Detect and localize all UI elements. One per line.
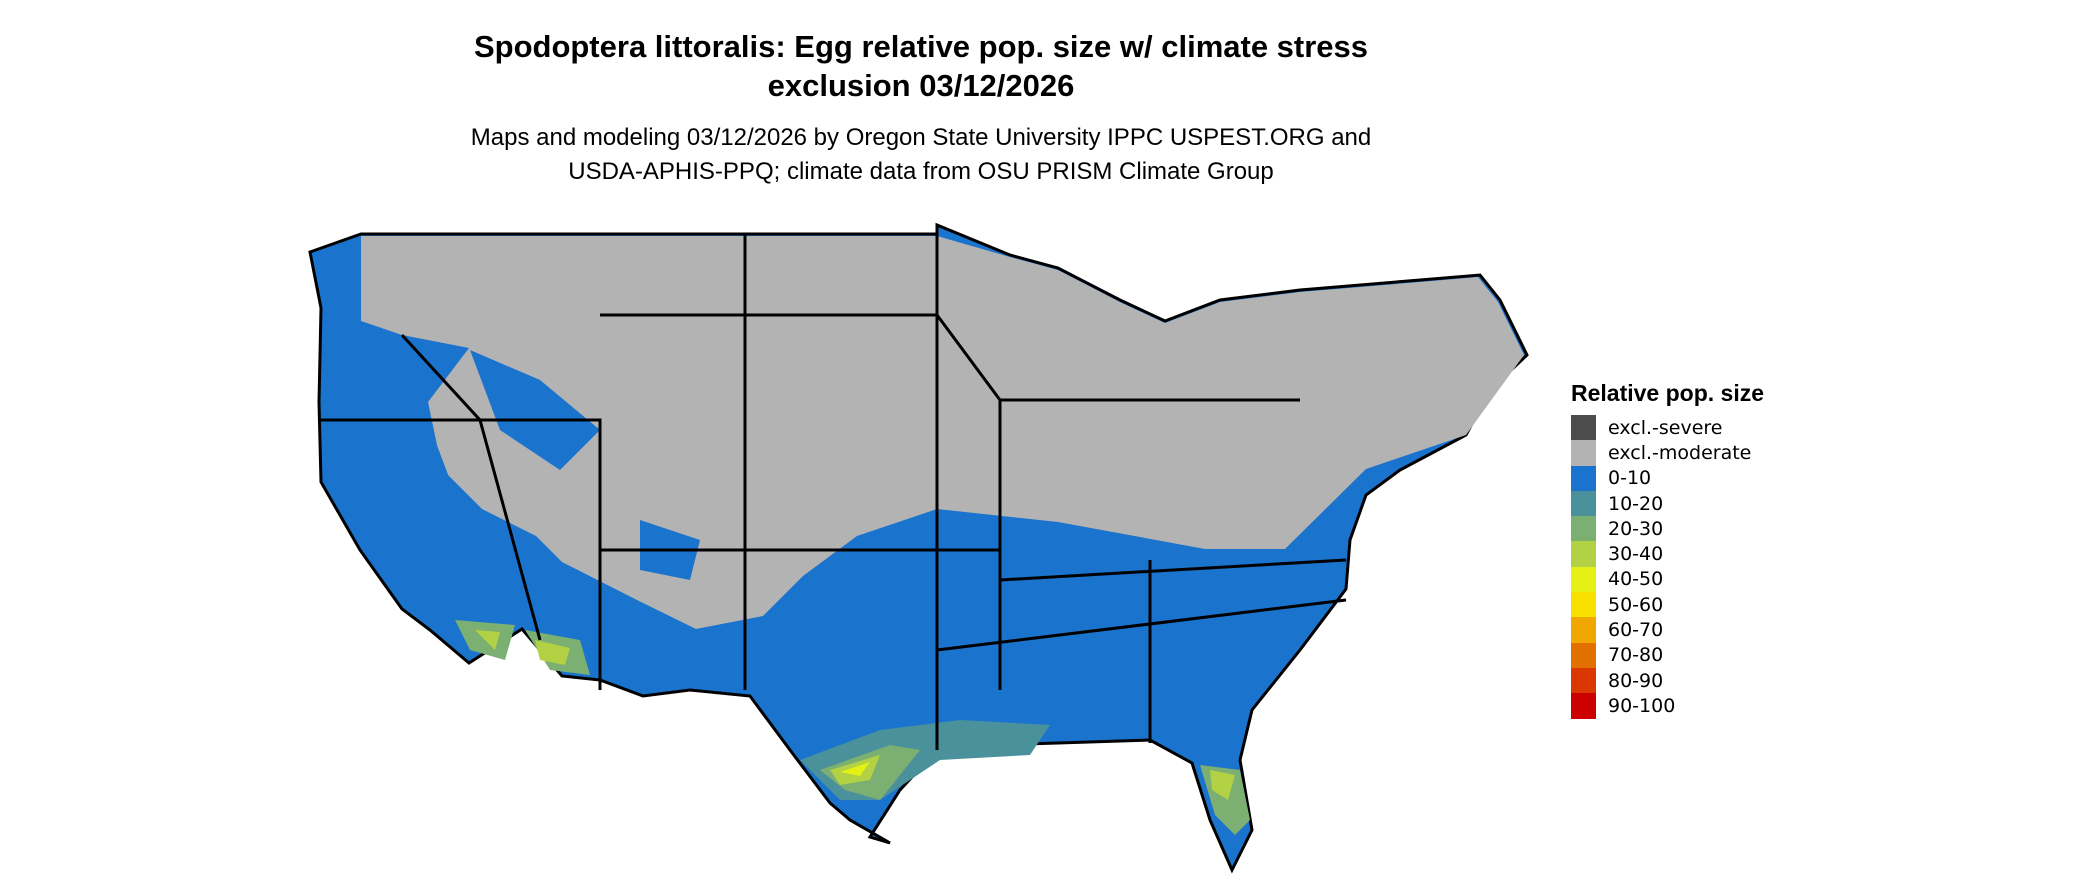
legend-swatch <box>1571 566 1596 593</box>
legend-item: 90-100 <box>1571 693 1764 719</box>
legend-item: 50-60 <box>1571 592 1764 618</box>
legend-swatch <box>1571 617 1596 643</box>
map-title-line2: exclusion 03/12/2026 <box>767 68 1075 103</box>
legend-item: 70-80 <box>1571 642 1764 668</box>
legend-label: 70-80 <box>1608 644 1664 667</box>
legend-swatch <box>1571 693 1596 719</box>
legend-swatch <box>1571 516 1596 542</box>
legend-label: 50-60 <box>1608 593 1664 616</box>
legend-item: 40-50 <box>1571 566 1764 593</box>
legend-swatch <box>1571 465 1596 491</box>
legend-swatch <box>1571 667 1596 694</box>
legend: Relative pop. size excl.-severe excl.-mod… <box>1571 380 1764 719</box>
patch-40-50-texas <box>840 762 870 776</box>
legend-title: Relative pop. size <box>1571 380 1765 406</box>
legend-label: 10-20 <box>1608 492 1664 515</box>
legend-item: 80-90 <box>1571 667 1764 694</box>
map-subtitle-line2: USDA-APHIS-PPQ; climate data from OSU PR… <box>568 158 1274 185</box>
legend-label: 60-70 <box>1608 619 1664 642</box>
patch-0-10-west <box>400 350 700 580</box>
map-subtitle-line1: Maps and modeling 03/12/2026 by Oregon S… <box>470 124 1372 151</box>
legend-label: 90-100 <box>1608 694 1676 717</box>
legend-label: excl.-moderate <box>1608 441 1752 464</box>
legend-item: excl.-severe <box>1571 415 1764 441</box>
patch-30-40-florida <box>1210 770 1235 800</box>
legend-items: excl.-severe excl.-moderate 0-10 10-20 20-30… <box>1571 415 1764 719</box>
legend-item: 60-70 <box>1571 617 1764 643</box>
legend-label: excl.-severe <box>1608 416 1723 439</box>
legend-swatch <box>1571 490 1596 517</box>
map-title-line1: Spodoptera littoralis: Egg relative pop.… <box>473 29 1369 64</box>
state-borders <box>321 234 1347 750</box>
legend-item: 10-20 <box>1571 490 1764 517</box>
legend-label: 30-40 <box>1608 543 1664 566</box>
legend-label: 40-50 <box>1608 568 1664 591</box>
legend-label: 20-30 <box>1608 517 1664 540</box>
legend-swatch <box>1571 440 1596 466</box>
legend-item: 20-30 <box>1571 516 1764 542</box>
legend-swatch <box>1571 642 1596 668</box>
legend-item: 30-40 <box>1571 541 1764 567</box>
legend-swatch <box>1571 415 1596 441</box>
legend-item: excl.-moderate <box>1571 440 1764 466</box>
legend-label: 0-10 <box>1608 467 1652 490</box>
legend-label: 80-90 <box>1608 669 1664 692</box>
legend-item: 0-10 <box>1571 465 1764 491</box>
legend-swatch <box>1571 592 1596 618</box>
legend-swatch <box>1571 541 1596 567</box>
patch-30-40-arizona <box>475 630 570 665</box>
